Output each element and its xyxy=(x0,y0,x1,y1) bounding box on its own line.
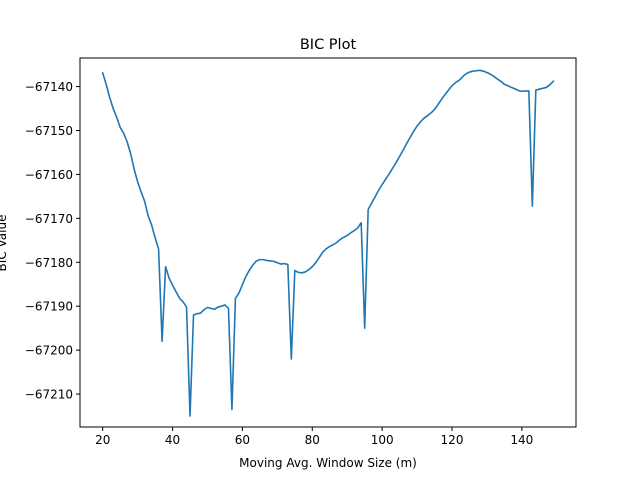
y-tick-label: −67170 xyxy=(25,212,73,226)
x-tick-label: 100 xyxy=(371,433,394,447)
bic-series-line xyxy=(101,69,555,417)
y-tick-label: −67150 xyxy=(25,124,73,138)
x-axis-ticks: 20 40 60 80 100 120 140 xyxy=(95,427,533,447)
x-tick-label: 60 xyxy=(235,433,250,447)
y-axis-ticks: −67140 −67150 −67160 −67170 −67180 −67190 −672… xyxy=(25,80,80,402)
x-tick-label: 20 xyxy=(95,433,110,447)
y-tick-label: −67200 xyxy=(25,344,73,358)
x-tick-label: 120 xyxy=(441,433,464,447)
x-axis-label: Moving Avg. Window Size (m) xyxy=(239,456,417,470)
axes-frame xyxy=(79,57,577,428)
y-tick-label: −67160 xyxy=(25,168,73,182)
x-tick-label: 80 xyxy=(305,433,320,447)
y-tick-label: −67140 xyxy=(25,80,73,94)
y-tick-label: −67210 xyxy=(25,388,73,402)
x-tick-label: 40 xyxy=(165,433,180,447)
plot-area xyxy=(101,69,555,417)
y-axis-label: BIC Value xyxy=(0,215,9,272)
y-tick-label: −67190 xyxy=(25,300,73,314)
chart-title: BIC Plot xyxy=(300,37,357,53)
y-tick-label: −67180 xyxy=(25,256,73,270)
x-tick-label: 140 xyxy=(510,433,533,447)
